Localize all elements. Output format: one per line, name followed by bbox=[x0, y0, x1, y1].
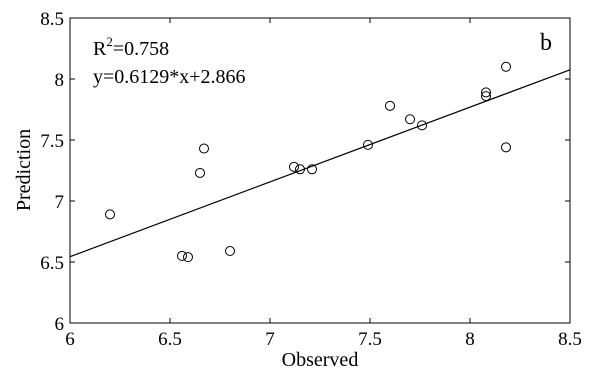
x-tick-label: 6.5 bbox=[158, 329, 182, 350]
y-axis-label: Prediction bbox=[13, 129, 35, 211]
data-point bbox=[183, 252, 193, 263]
data-point bbox=[307, 164, 317, 175]
data-point bbox=[289, 161, 299, 172]
data-point bbox=[405, 114, 415, 125]
data-point bbox=[501, 142, 511, 153]
plot-area-frame bbox=[69, 17, 571, 324]
data-point bbox=[195, 167, 205, 178]
y-tick-label: 8 bbox=[55, 70, 65, 91]
y-tick-label: 7 bbox=[55, 192, 65, 213]
data-point bbox=[295, 164, 305, 175]
x-tick-labels: 6 6.5 7 7.5 8 8.5 bbox=[65, 329, 582, 350]
data-point bbox=[385, 100, 395, 111]
panel-label: b bbox=[540, 30, 552, 56]
data-point bbox=[105, 209, 115, 220]
data-point bbox=[225, 246, 235, 257]
y-tick-label: 6 bbox=[55, 314, 65, 335]
x-tick-label: 7.5 bbox=[358, 329, 382, 350]
x-tick-label: 7 bbox=[265, 329, 275, 350]
y-tick-label: 7.5 bbox=[40, 131, 64, 152]
x-tick-label: 8 bbox=[465, 329, 475, 350]
x-axis-label: Observed bbox=[282, 349, 359, 371]
x-tick-label: 8.5 bbox=[558, 329, 582, 350]
data-point bbox=[481, 91, 491, 102]
r2-annotation: R2=0.758 bbox=[93, 34, 169, 60]
equation-annotation: y=0.6129*x+2.866 bbox=[93, 66, 246, 88]
data-points bbox=[105, 61, 511, 263]
data-point bbox=[363, 139, 373, 150]
data-point bbox=[177, 250, 187, 261]
data-point bbox=[199, 143, 209, 154]
data-point bbox=[417, 120, 427, 131]
data-point bbox=[481, 87, 491, 98]
axis-ticks bbox=[69, 17, 571, 324]
y-tick-label: 6.5 bbox=[40, 253, 64, 274]
y-tick-label: 8.5 bbox=[40, 9, 64, 30]
data-point bbox=[501, 61, 511, 72]
x-tick-label: 6 bbox=[65, 329, 75, 350]
y-tick-labels: 6 6.5 7 7.5 8 8.5 bbox=[40, 9, 64, 335]
